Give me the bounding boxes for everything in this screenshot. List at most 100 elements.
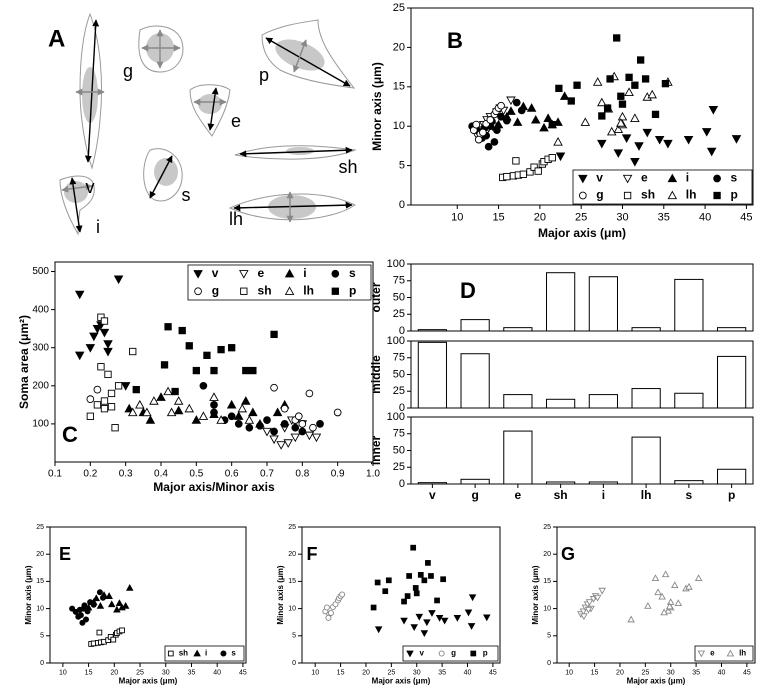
x-tick-label: 45 bbox=[740, 212, 752, 224]
point bbox=[613, 34, 621, 42]
y-tick-label: 0 bbox=[399, 199, 405, 211]
legend-label: g bbox=[451, 649, 456, 658]
point bbox=[305, 389, 314, 398]
point bbox=[497, 101, 505, 110]
point bbox=[641, 75, 650, 83]
arrow bbox=[69, 177, 83, 233]
point bbox=[77, 612, 84, 619]
x-tick-label: g bbox=[471, 488, 478, 502]
legend-label: lh bbox=[686, 188, 697, 202]
point bbox=[244, 415, 255, 424]
point bbox=[526, 103, 537, 112]
y-tick-label: 75 bbox=[393, 352, 405, 364]
point bbox=[304, 431, 315, 441]
legend-marker bbox=[713, 191, 721, 200]
point bbox=[543, 113, 553, 122]
legend-box bbox=[402, 645, 499, 662]
point bbox=[580, 117, 591, 126]
bar-panels-chart: 0 25 50 75 100 outer 0 25 50 75 100 middle 0 25 50 75 10… bbox=[369, 258, 754, 502]
y-tick-label: 0 bbox=[547, 660, 551, 667]
legend-label: i bbox=[303, 266, 306, 280]
x-tick-label: 45 bbox=[239, 670, 247, 677]
point bbox=[99, 594, 106, 601]
point bbox=[484, 142, 493, 151]
point bbox=[339, 591, 346, 598]
point bbox=[92, 325, 103, 334]
point bbox=[617, 92, 625, 100]
point bbox=[100, 405, 109, 413]
point bbox=[298, 427, 307, 436]
y-tick-label: 20 bbox=[36, 551, 44, 558]
x-tick-label: 0.8 bbox=[295, 469, 309, 480]
point bbox=[584, 606, 593, 614]
legend-label: s bbox=[349, 266, 356, 280]
point bbox=[606, 75, 614, 83]
bar bbox=[674, 480, 704, 485]
point bbox=[184, 403, 195, 413]
point bbox=[107, 389, 116, 398]
legend-marker bbox=[284, 286, 295, 295]
y-tick-label: 0 bbox=[399, 325, 405, 337]
x-tick-label: 20 bbox=[616, 670, 624, 677]
y-tick-label: 75 bbox=[393, 275, 405, 287]
point bbox=[512, 117, 523, 126]
point bbox=[553, 117, 563, 126]
x-tick-label: 0.7 bbox=[260, 469, 274, 480]
legend-label: p bbox=[349, 283, 356, 297]
point bbox=[127, 407, 138, 417]
legend-label: s bbox=[231, 649, 236, 658]
point bbox=[249, 366, 257, 375]
cell-label: p bbox=[259, 65, 269, 85]
point bbox=[269, 435, 279, 445]
point bbox=[374, 579, 381, 586]
point bbox=[401, 598, 407, 605]
point bbox=[216, 415, 226, 424]
legend-marker bbox=[578, 191, 587, 200]
x-axis-label: Major axis (μm) bbox=[538, 226, 626, 240]
y-axis-label: Minor axis (μm) bbox=[370, 62, 384, 151]
point bbox=[199, 381, 208, 390]
y-tick-label: 15 bbox=[288, 578, 296, 585]
bar bbox=[460, 478, 490, 485]
point bbox=[624, 87, 634, 96]
point bbox=[627, 615, 635, 623]
point bbox=[621, 134, 632, 143]
point bbox=[171, 387, 179, 396]
point bbox=[701, 128, 712, 137]
y-tick-label: 50 bbox=[393, 444, 405, 456]
x-tick-label: 0.1 bbox=[48, 469, 62, 480]
point bbox=[666, 598, 675, 605]
point bbox=[415, 613, 424, 621]
x-tick-label: 35 bbox=[188, 670, 196, 677]
y-tick-label: 0 bbox=[399, 402, 405, 414]
point bbox=[598, 112, 606, 120]
point bbox=[135, 399, 145, 409]
x-tick-label: i bbox=[602, 488, 605, 502]
panel-a: A bbox=[48, 12, 357, 236]
point bbox=[631, 81, 639, 89]
cell-label: g bbox=[123, 61, 133, 81]
point bbox=[548, 120, 556, 129]
point bbox=[149, 396, 159, 405]
point bbox=[113, 605, 121, 613]
x-tick-label: 20 bbox=[362, 670, 370, 677]
cell-label: v bbox=[86, 177, 95, 197]
point bbox=[382, 588, 389, 595]
bar bbox=[717, 468, 747, 485]
point bbox=[237, 403, 248, 413]
legend-label: i bbox=[205, 649, 207, 658]
y-tick-label: 10 bbox=[543, 605, 551, 612]
point bbox=[120, 382, 131, 391]
point bbox=[124, 403, 134, 413]
y-tick-label: 10 bbox=[288, 605, 296, 612]
legend: sh i s bbox=[164, 645, 245, 662]
point bbox=[665, 602, 674, 610]
legend-marker bbox=[713, 174, 721, 183]
plot-frame bbox=[54, 261, 374, 463]
x-tick-label: 0.5 bbox=[189, 469, 203, 480]
point bbox=[603, 104, 612, 112]
point bbox=[226, 399, 237, 409]
